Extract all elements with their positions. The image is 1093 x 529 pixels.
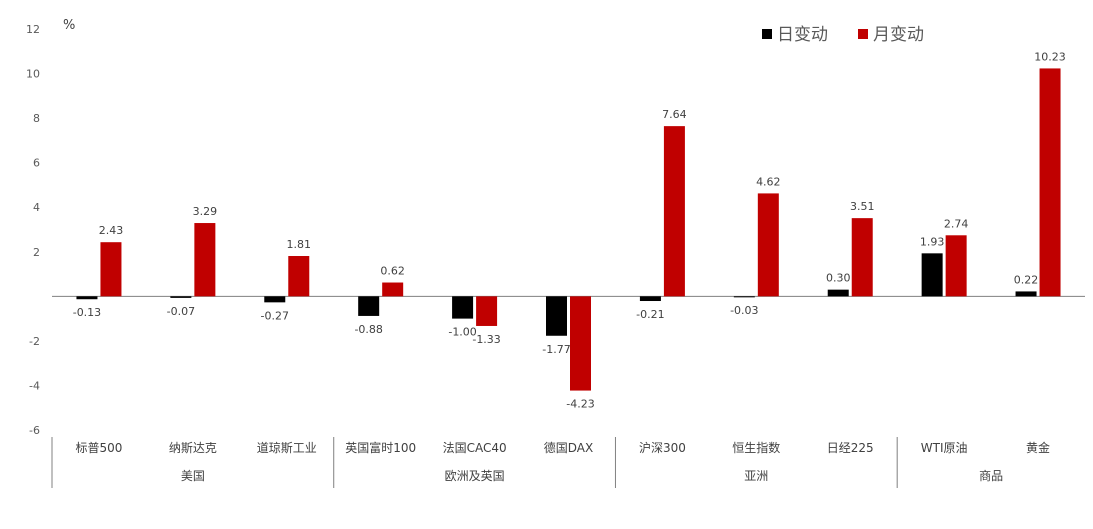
data-label: -1.33 (472, 333, 500, 346)
bar-daily (358, 296, 380, 316)
category-label: 道琼斯工业 (257, 440, 317, 455)
legend-label: 日变动 (777, 25, 828, 45)
bar-monthly (288, 256, 310, 297)
data-label: 1.93 (920, 235, 945, 248)
bar-monthly (382, 282, 404, 297)
data-label: -0.03 (730, 304, 758, 317)
y-tick-label: 2 (33, 246, 40, 259)
category-label: WTI原油 (921, 441, 968, 455)
data-label: -0.13 (73, 306, 101, 319)
unit-label: % (63, 18, 75, 33)
bar-monthly (1039, 68, 1061, 297)
category-label: 恒生指数 (732, 440, 780, 455)
category-label: 法国CAC40 (443, 441, 507, 455)
bar-daily (639, 296, 661, 302)
category-label: 纳斯达克 (169, 441, 217, 455)
data-label: 7.64 (662, 108, 687, 121)
data-labels: -0.13 -0.07 -0.27 -0.88 -1.00 -1.77 -0.21 -0.03… (73, 50, 1066, 410)
data-label: -0.07 (167, 305, 195, 318)
data-label: 4.62 (756, 175, 781, 188)
y-tick-label: 4 (33, 201, 40, 214)
bar-daily (170, 296, 192, 298)
data-label: -4.23 (566, 398, 594, 411)
y-tick-label: -2 (29, 335, 40, 348)
y-tick-label: 12 (26, 23, 40, 36)
data-label: -0.27 (261, 309, 289, 322)
bar-daily (827, 289, 849, 297)
category-label: 黄金 (1026, 440, 1050, 455)
group-label: 商品 (979, 468, 1003, 483)
data-label: 1.81 (287, 238, 312, 251)
bar-monthly (194, 223, 216, 297)
legend-swatch-monthly (858, 29, 868, 39)
y-tick-label: 10 (26, 68, 40, 81)
data-label: 10.23 (1034, 50, 1066, 63)
bar-monthly (945, 235, 967, 297)
category-label: 德国DAX (544, 440, 593, 455)
data-label: -0.88 (354, 323, 382, 336)
category-label: 沪深300 (639, 441, 686, 455)
bar-daily (76, 296, 98, 300)
legend-label: 月变动 (873, 25, 924, 45)
bar-daily (546, 296, 567, 336)
data-label: 0.30 (826, 272, 851, 285)
legend: 日变动 月变动 (762, 25, 924, 45)
data-label: 3.51 (850, 200, 875, 213)
bar-daily (264, 296, 286, 303)
x-axis-categories: 标普500 纳斯达克 道琼斯工业 英国富时100 法国CAC40 德国DAX 沪深300 恒生… (51, 437, 1050, 488)
category-label: 日经225 (827, 441, 874, 455)
group-label: 亚洲 (744, 469, 768, 483)
group-label: 美国 (181, 469, 205, 483)
bar-daily (452, 296, 474, 319)
legend-swatch-daily (762, 29, 772, 39)
bar-monthly (570, 296, 591, 391)
data-label: -0.21 (636, 308, 664, 321)
data-label: 2.43 (99, 224, 124, 237)
y-tick-label: 8 (33, 112, 40, 125)
y-tick-label: -4 (29, 379, 40, 392)
bar-daily (1015, 291, 1037, 297)
bar-daily (921, 253, 943, 297)
y-axis: -6 -4 -2 2 4 6 8 10 12 (26, 23, 40, 437)
data-label: 0.62 (380, 265, 405, 278)
data-label: 2.74 (944, 217, 969, 230)
data-label: -1.77 (542, 343, 570, 356)
data-label: 0.22 (1014, 273, 1039, 286)
data-label: 3.29 (193, 205, 218, 218)
bar-daily (733, 296, 755, 298)
y-tick-label: 6 (33, 157, 40, 170)
bar-monthly (757, 193, 779, 297)
bar-monthly (851, 218, 873, 297)
bars (76, 68, 1061, 391)
category-label: 标普500 (76, 441, 123, 455)
y-tick-label: -6 (29, 424, 40, 437)
group-label: 欧洲及英国 (445, 469, 505, 483)
data-label: -1.00 (448, 326, 476, 339)
bar-monthly (100, 242, 122, 297)
category-label: 英国富时100 (345, 440, 416, 455)
bar-monthly (663, 126, 685, 297)
bar-monthly (476, 296, 498, 326)
